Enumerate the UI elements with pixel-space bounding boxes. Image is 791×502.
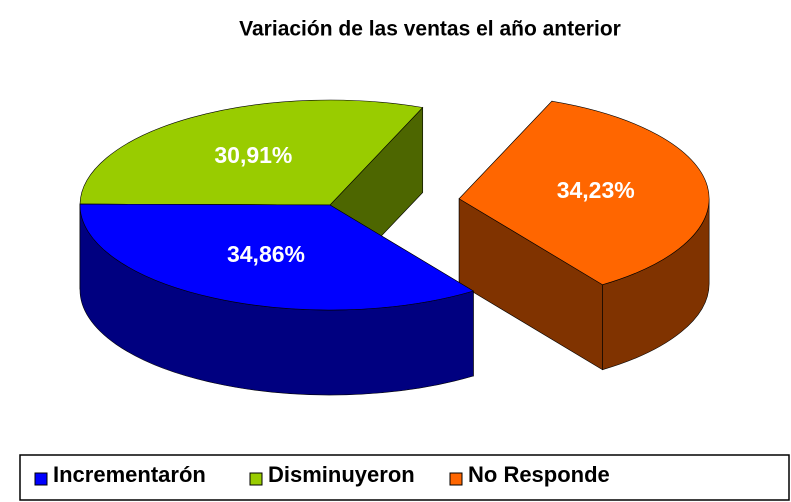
legend-label: No Responde — [468, 462, 610, 487]
data-label: 34,86% — [227, 241, 305, 267]
legend-label: Incrementarón — [53, 462, 206, 487]
slice — [79, 203, 475, 311]
legend-swatch — [34, 472, 48, 486]
slice — [79, 99, 424, 206]
data-label: 30,91% — [214, 142, 292, 168]
legend-label: Disminuyeron — [268, 462, 415, 487]
data-label: 34,23% — [557, 177, 635, 203]
chart-title: Variación de las ventas el año anterior — [239, 18, 621, 41]
legend-swatch — [449, 472, 463, 486]
legend-swatch — [249, 472, 263, 486]
slice — [458, 100, 710, 286]
legend-box — [19, 454, 790, 501]
